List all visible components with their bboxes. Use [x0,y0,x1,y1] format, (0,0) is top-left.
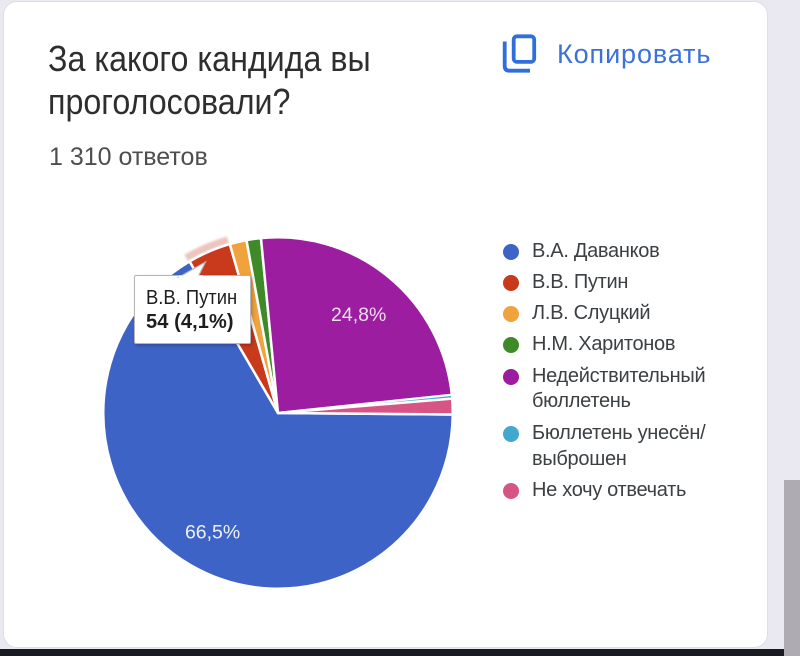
svg-text:66,5%: 66,5% [185,522,240,544]
svg-text:24,8%: 24,8% [331,304,386,326]
